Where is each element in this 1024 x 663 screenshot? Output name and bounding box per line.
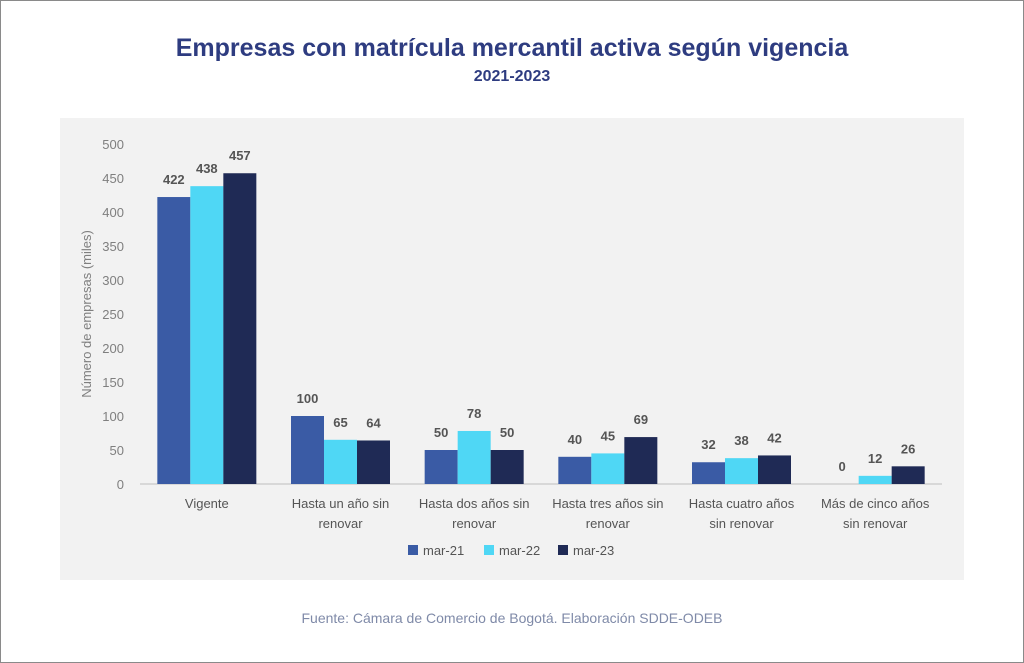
bar-mar-22 bbox=[725, 458, 758, 484]
data-label: 438 bbox=[196, 161, 218, 176]
bar-mar-23 bbox=[490, 450, 524, 484]
bar-mar-22 bbox=[457, 430, 491, 484]
data-label: 457 bbox=[229, 148, 251, 163]
legend-swatch-mar-21 bbox=[408, 545, 418, 555]
x-tick-label: Hasta dos años sin bbox=[419, 496, 530, 511]
y-tick-label: 100 bbox=[102, 409, 124, 424]
legend-swatch-mar-23 bbox=[558, 545, 568, 555]
bar-mar-22 bbox=[591, 453, 625, 484]
data-label: 32 bbox=[701, 437, 715, 452]
x-tick-label: sin renovar bbox=[709, 516, 774, 531]
y-tick-label: 250 bbox=[102, 307, 124, 322]
bar-mar-21 bbox=[157, 197, 191, 485]
y-tick-label: 50 bbox=[110, 443, 124, 458]
x-tick-label: renovar bbox=[318, 516, 363, 531]
x-tick-label: Hasta cuatro años bbox=[689, 496, 795, 511]
x-tick-label: sin renovar bbox=[843, 516, 908, 531]
y-tick-label: 350 bbox=[102, 239, 124, 254]
bar-mar-23 bbox=[357, 440, 390, 484]
x-tick-label: renovar bbox=[586, 516, 631, 531]
data-label: 12 bbox=[868, 451, 882, 466]
bar-mar-22 bbox=[858, 475, 892, 484]
data-label: 42 bbox=[767, 430, 781, 445]
bar-mar-21 bbox=[424, 450, 458, 484]
y-tick-label: 300 bbox=[102, 273, 124, 288]
bar-mar-23 bbox=[758, 455, 791, 484]
x-tick-label: renovar bbox=[452, 516, 497, 531]
x-tick-label: Vigente bbox=[185, 496, 229, 511]
data-label: 40 bbox=[568, 432, 582, 447]
chart-subtitle: 2021-2023 bbox=[473, 68, 551, 85]
x-tick-label: Hasta tres años sin bbox=[552, 496, 663, 511]
bar-mar-21 bbox=[291, 416, 324, 484]
x-tick-label: Hasta un año sin bbox=[292, 496, 390, 511]
x-tick-label: Más de cinco años bbox=[821, 496, 930, 511]
data-label: 64 bbox=[366, 415, 381, 430]
legend-label: mar-23 bbox=[573, 543, 614, 558]
bar-mar-23 bbox=[624, 437, 658, 484]
legend-label: mar-21 bbox=[423, 543, 464, 558]
legend-label: mar-22 bbox=[499, 543, 540, 558]
y-tick-label: 500 bbox=[102, 137, 124, 152]
bar-mar-22 bbox=[324, 439, 357, 484]
data-label: 26 bbox=[901, 441, 915, 456]
y-tick-label: 200 bbox=[102, 341, 124, 356]
y-axis-label: Número de empresas (miles) bbox=[79, 230, 94, 398]
data-label: 50 bbox=[500, 425, 514, 440]
bar-mar-21 bbox=[558, 456, 592, 484]
data-label: 65 bbox=[333, 415, 347, 430]
bar-mar-22 bbox=[190, 186, 224, 484]
y-tick-label: 450 bbox=[102, 171, 124, 186]
y-tick-label: 0 bbox=[117, 477, 124, 492]
bar-mar-23 bbox=[891, 466, 925, 484]
data-label: 422 bbox=[163, 172, 185, 187]
data-label: 69 bbox=[634, 412, 648, 427]
source-note: Fuente: Cámara de Comercio de Bogotá. El… bbox=[301, 610, 723, 626]
legend-swatch-mar-22 bbox=[484, 545, 494, 555]
bar-mar-23 bbox=[223, 173, 257, 485]
data-label: 45 bbox=[601, 428, 615, 443]
data-label: 38 bbox=[734, 433, 748, 448]
data-label: 50 bbox=[434, 425, 448, 440]
y-tick-label: 150 bbox=[102, 375, 124, 390]
chart-title: Empresas con matrícula mercantil activa … bbox=[175, 34, 849, 62]
data-label: 78 bbox=[467, 406, 481, 421]
data-label: 0 bbox=[839, 459, 846, 474]
data-label: 100 bbox=[297, 391, 319, 406]
bar-mar-21 bbox=[692, 462, 725, 484]
y-tick-label: 400 bbox=[102, 205, 124, 220]
